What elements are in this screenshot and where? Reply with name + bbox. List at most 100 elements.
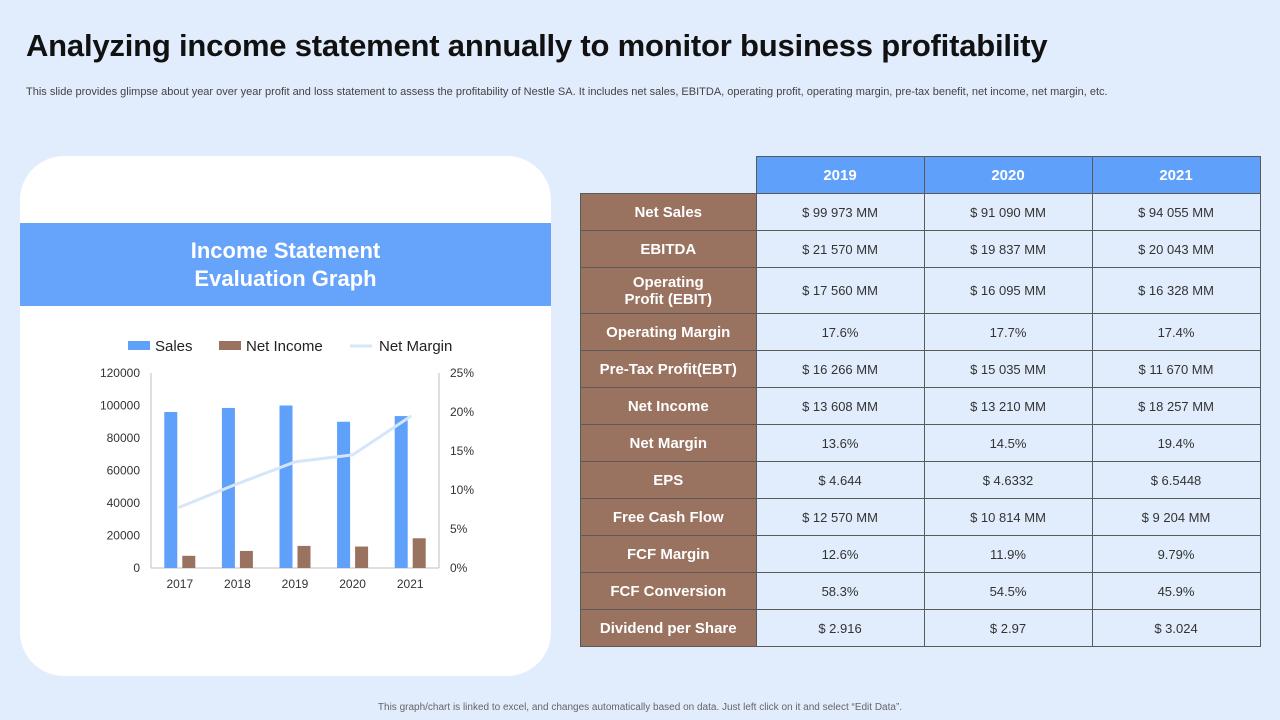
table-row: Operating Profit (EBIT) $ 17 560 MM $ 16 0… <box>580 267 1261 314</box>
table-cell: 14.5% <box>923 424 1093 462</box>
income-chart[interactable]: 0 20000 40000 60000 80000 100000 120000 0% 5% 10%… <box>20 156 551 676</box>
bar-sales <box>337 421 351 568</box>
table-cell: $ 17 560 MM <box>755 267 925 314</box>
page-title: Analyzing income statement annually to m… <box>26 28 1048 63</box>
y-right-tick-label: 5% <box>450 522 468 536</box>
table-cell: $ 2.916 <box>755 609 925 647</box>
legend-label-sales: Sales <box>155 338 193 355</box>
table-cell: $ 91 090 MM <box>923 193 1093 231</box>
line-point <box>408 415 412 419</box>
table-cell: $ 2.97 <box>923 609 1093 647</box>
x-tick-label: 2017 <box>166 577 193 591</box>
bar-sales <box>279 405 293 568</box>
x-tick-label: 2019 <box>282 577 309 591</box>
table-cell: $ 13 608 MM <box>755 387 925 425</box>
y-left-tick-label: 0 <box>133 561 140 575</box>
table-cell: 19.4% <box>1091 424 1261 462</box>
table-row: Net Margin 13.6% 14.5% 19.4% <box>580 424 1261 462</box>
bar-net-income <box>355 546 369 568</box>
x-tick-label: 2021 <box>397 577 424 591</box>
table-cell: 45.9% <box>1091 572 1261 610</box>
table-corner <box>581 157 757 194</box>
bar-net-income <box>182 555 196 568</box>
y-right-tick-label: 20% <box>450 405 474 419</box>
table-cell: 17.7% <box>923 313 1093 351</box>
line-point <box>178 505 182 509</box>
table-cell: $ 9 204 MM <box>1091 498 1261 536</box>
y-left-tick-label: 20000 <box>107 529 141 543</box>
legend-label-net-income: Net Income <box>246 338 323 355</box>
bar-net-income <box>297 545 311 568</box>
bar-net-income <box>239 550 253 568</box>
x-tick-label: 2018 <box>224 577 251 591</box>
table-row: EBITDA $ 21 570 MM $ 19 837 MM $ 20 043 MM <box>580 230 1261 268</box>
row-label: Net Sales <box>580 193 757 231</box>
table-cell: $ 19 837 MM <box>923 230 1093 268</box>
table-row: EPS $ 4.644 $ 4.6332 $ 6.5448 <box>580 461 1261 499</box>
y-left-tick-label: 60000 <box>107 464 141 478</box>
table-cell: $ 16 328 MM <box>1091 267 1261 314</box>
table-cell: $ 21 570 MM <box>755 230 925 268</box>
table-cell: $ 4.6332 <box>923 461 1093 499</box>
line-point <box>235 482 239 486</box>
y-left-tick-label: 40000 <box>107 496 141 510</box>
footer-note: This graph/chart is linked to excel, and… <box>377 702 903 713</box>
bar-sales <box>394 416 408 568</box>
row-label: Dividend per Share <box>580 609 757 647</box>
chart-card: Income Statement Evaluation Graph 0 20000… <box>20 156 551 676</box>
table-cell: $ 99 973 MM <box>755 193 925 231</box>
table-cell: $ 3.024 <box>1091 609 1261 647</box>
table-cell: $ 13 210 MM <box>923 387 1093 425</box>
legend-label-net-margin: Net Margin <box>379 338 452 355</box>
table-cell: $ 12 570 MM <box>755 498 925 536</box>
page-subtitle: This slide provides glimpse about year o… <box>26 86 1108 98</box>
table-row: Dividend per Share $ 2.916 $ 2.97 $ 3.024 <box>580 609 1261 647</box>
income-statement-table: 2019 2020 2021 Net Sales $ 99 973 MM $ 91 09… <box>580 156 1261 647</box>
table-cell: 12.6% <box>755 535 925 573</box>
table-cell: $ 4.644 <box>755 461 925 499</box>
table-cell: 54.5% <box>923 572 1093 610</box>
year-header: 2020 <box>923 156 1093 194</box>
year-header: 2021 <box>1091 156 1261 194</box>
table-row: Pre-Tax Profit(EBT) $ 16 266 MM $ 15 035 M… <box>580 350 1261 388</box>
table-cell: $ 16 266 MM <box>755 350 925 388</box>
line-point <box>293 460 297 464</box>
legend-swatch-net-income <box>219 341 241 350</box>
y-right-tick-label: 25% <box>450 366 474 380</box>
table-row: Net Income $ 13 608 MM $ 13 210 MM $ 18 257… <box>580 387 1261 425</box>
table-row: FCF Margin 12.6% 11.9% 9.79% <box>580 535 1261 573</box>
y-left-tick-label: 100000 <box>100 399 140 413</box>
legend-swatch-sales <box>128 341 150 350</box>
y-right-tick-label: 10% <box>450 483 474 497</box>
table-cell: $ 16 095 MM <box>923 267 1093 314</box>
y-right-tick-label: 0% <box>450 561 468 575</box>
bar-net-income <box>412 538 426 568</box>
table-row: Operating Margin 17.6% 17.7% 17.4% <box>580 313 1261 351</box>
row-label: FCF Conversion <box>580 572 757 610</box>
row-label: Net Income <box>580 387 757 425</box>
table-row: Free Cash Flow $ 12 570 MM $ 10 814 MM $ 9 … <box>580 498 1261 536</box>
bar-sales <box>164 412 178 568</box>
year-header: 2019 <box>755 156 925 194</box>
table-cell: $ 15 035 MM <box>923 350 1093 388</box>
row-label: EPS <box>580 461 757 499</box>
table-cell: $ 18 257 MM <box>1091 387 1261 425</box>
income-statement-table-wrap: 2019 2020 2021 Net Sales $ 99 973 MM $ 91 09… <box>580 156 1261 647</box>
row-label: Free Cash Flow <box>580 498 757 536</box>
y-left-tick-label: 80000 <box>107 431 141 445</box>
table-row: Net Sales $ 99 973 MM $ 91 090 MM $ 94 055 … <box>580 193 1261 231</box>
chart-banner: Income Statement Evaluation Graph <box>20 223 551 306</box>
table-cell: 9.79% <box>1091 535 1261 573</box>
row-label: Pre-Tax Profit(EBT) <box>580 350 757 388</box>
table-cell: $ 20 043 MM <box>1091 230 1261 268</box>
row-label: Net Margin <box>580 424 757 462</box>
line-point <box>351 453 355 457</box>
table-cell: 17.4% <box>1091 313 1261 351</box>
table-cell: 11.9% <box>923 535 1093 573</box>
table-cell: $ 94 055 MM <box>1091 193 1261 231</box>
table-cell: 58.3% <box>755 572 925 610</box>
table-row: FCF Conversion 58.3% 54.5% 45.9% <box>580 572 1261 610</box>
table-cell: $ 10 814 MM <box>923 498 1093 536</box>
table-cell: $ 6.5448 <box>1091 461 1261 499</box>
row-label: EBITDA <box>580 230 757 268</box>
